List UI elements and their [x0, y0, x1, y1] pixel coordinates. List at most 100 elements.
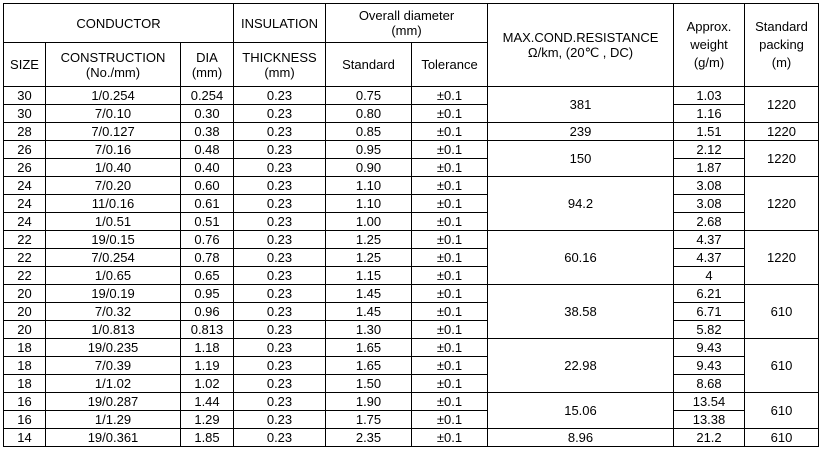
weight-cell: 13.54 — [673, 392, 745, 411]
size-cell: 28 — [3, 122, 46, 141]
construction-cell: 1/0.254 — [45, 86, 181, 105]
weight-cell: 1.51 — [673, 122, 745, 141]
tolerance-cell: ±0.1 — [411, 284, 488, 303]
dia-cell: 1.19 — [180, 356, 234, 375]
standard-cell: 1.65 — [325, 356, 412, 375]
table-row: 30 7/0.10 0.30 0.23 0.80 ±0.1 1.16 — [3, 104, 819, 123]
standard-cell: 1.30 — [325, 320, 412, 339]
standard-header: Standard — [325, 42, 412, 87]
dia-cell: 0.48 — [180, 140, 234, 159]
standard-cell: 1.65 — [325, 338, 412, 357]
size-cell: 20 — [3, 302, 46, 321]
standard-cell: 0.80 — [325, 104, 412, 123]
resistance-cell: 15.06 — [487, 392, 674, 429]
dia-cell: 0.78 — [180, 248, 234, 267]
thickness-cell: 0.23 — [233, 158, 326, 177]
packing-cell: 610 — [744, 428, 819, 447]
resistance-cell: 239 — [487, 122, 674, 141]
weight-cell: 5.82 — [673, 320, 745, 339]
standard-cell: 0.95 — [325, 140, 412, 159]
tolerance-cell: ±0.1 — [411, 410, 488, 429]
thickness-cell: 0.23 — [233, 428, 326, 447]
size-cell: 18 — [3, 338, 46, 357]
dia-header: DIA (mm) — [180, 42, 234, 87]
resistance-cell: 94.2 — [487, 176, 674, 231]
weight-cell: 3.08 — [673, 176, 745, 195]
size-cell: 16 — [3, 392, 46, 411]
construction-cell: 1/1.02 — [45, 374, 181, 393]
weight-cell: 9.43 — [673, 356, 745, 375]
construction-cell: 1/0.40 — [45, 158, 181, 177]
standard-cell: 0.85 — [325, 122, 412, 141]
construction-header: CONSTRUCTION (No./mm) — [45, 42, 181, 87]
dia-cell: 0.65 — [180, 266, 234, 285]
dia-cell: 0.40 — [180, 158, 234, 177]
size-cell: 16 — [3, 410, 46, 429]
tolerance-cell: ±0.1 — [411, 248, 488, 267]
tolerance-cell: ±0.1 — [411, 194, 488, 213]
construction-cell: 7/0.39 — [45, 356, 181, 375]
construction-cell: 19/0.361 — [45, 428, 181, 447]
tolerance-cell: ±0.1 — [411, 374, 488, 393]
table-row: 30 1/0.254 0.254 0.23 0.75 ±0.1 381 1.03 1220 — [3, 86, 819, 123]
packing-cell: 1220 — [744, 176, 819, 231]
resistance-header: MAX.COND.RESISTANCE Ω/km, (20℃ , DC) — [487, 3, 674, 87]
packing-cell: 1220 — [744, 140, 819, 177]
thickness-cell: 0.23 — [233, 212, 326, 231]
resistance-cell: 150 — [487, 140, 674, 177]
tolerance-cell: ±0.1 — [411, 122, 488, 141]
packing-cell: 1220 — [744, 122, 819, 141]
standard-cell: 1.10 — [325, 176, 412, 195]
table-row: 18 19/0.235 1.18 0.23 1.65 ±0.1 22.98 9.43 610 — [3, 338, 819, 393]
construction-cell: 7/0.254 — [45, 248, 181, 267]
size-cell: 14 — [3, 428, 46, 447]
overall-diameter-unit: (mm) — [391, 23, 422, 38]
packing-label-3: (m) — [771, 55, 792, 70]
thickness-cell: 0.23 — [233, 266, 326, 285]
construction-cell: 7/0.32 — [45, 302, 181, 321]
resistance-cell: 381 — [487, 86, 674, 123]
tolerance-cell: ±0.1 — [411, 428, 488, 447]
standard-cell: 1.10 — [325, 194, 412, 213]
dia-label: DIA — [196, 49, 218, 65]
weight-header: Approx. weight (g/m) — [673, 3, 745, 87]
size-cell: 30 — [3, 104, 46, 123]
thickness-cell: 0.23 — [233, 230, 326, 249]
table-row: 16 1/1.29 1.29 0.23 1.75 ±0.1 13.38 — [3, 410, 819, 429]
table-row: 22 1/0.65 0.65 0.23 1.15 ±0.1 4 — [3, 266, 819, 285]
weight-cell: 8.68 — [673, 374, 745, 393]
construction-label: CONSTRUCTION — [60, 49, 166, 65]
table-row: 18 1/1.02 1.02 0.23 1.50 ±0.1 8.68 — [3, 374, 819, 393]
tolerance-cell: ±0.1 — [411, 320, 488, 339]
thickness-cell: 0.23 — [233, 320, 326, 339]
size-header: SIZE — [3, 42, 46, 87]
packing-cell: 610 — [744, 392, 819, 429]
tolerance-cell: ±0.1 — [411, 392, 488, 411]
table-row: 22 19/0.15 0.76 0.23 1.25 ±0.1 60.16 4.37 1220 — [3, 230, 819, 285]
dia-cell: 0.30 — [180, 104, 234, 123]
size-cell: 26 — [3, 140, 46, 159]
weight-cell: 6.71 — [673, 302, 745, 321]
packing-cell: 610 — [744, 284, 819, 339]
thickness-cell: 0.23 — [233, 284, 326, 303]
weight-cell: 13.38 — [673, 410, 745, 429]
weight-cell: 3.08 — [673, 194, 745, 213]
size-cell: 26 — [3, 158, 46, 177]
table-row: 14 19/0.361 1.85 0.23 2.35 ±0.1 8.96 21.2 610 — [3, 428, 819, 447]
tolerance-cell: ±0.1 — [411, 140, 488, 159]
thickness-cell: 0.23 — [233, 410, 326, 429]
size-cell: 30 — [3, 86, 46, 105]
dia-unit: (mm) — [191, 64, 223, 80]
weight-cell: 1.87 — [673, 158, 745, 177]
weight-cell: 2.68 — [673, 212, 745, 231]
tolerance-cell: ±0.1 — [411, 338, 488, 357]
construction-cell: 11/0.16 — [45, 194, 181, 213]
tolerance-cell: ±0.1 — [411, 302, 488, 321]
construction-cell: 19/0.15 — [45, 230, 181, 249]
cable-spec-table: CONDUCTOR INSULATION Overall diameter (mm… — [3, 3, 819, 447]
standard-cell: 1.50 — [325, 374, 412, 393]
size-cell: 22 — [3, 248, 46, 267]
table-row: 20 1/0.813 0.813 0.23 1.30 ±0.1 5.82 — [3, 320, 819, 339]
construction-cell: 1/1.29 — [45, 410, 181, 429]
dia-cell: 0.96 — [180, 302, 234, 321]
